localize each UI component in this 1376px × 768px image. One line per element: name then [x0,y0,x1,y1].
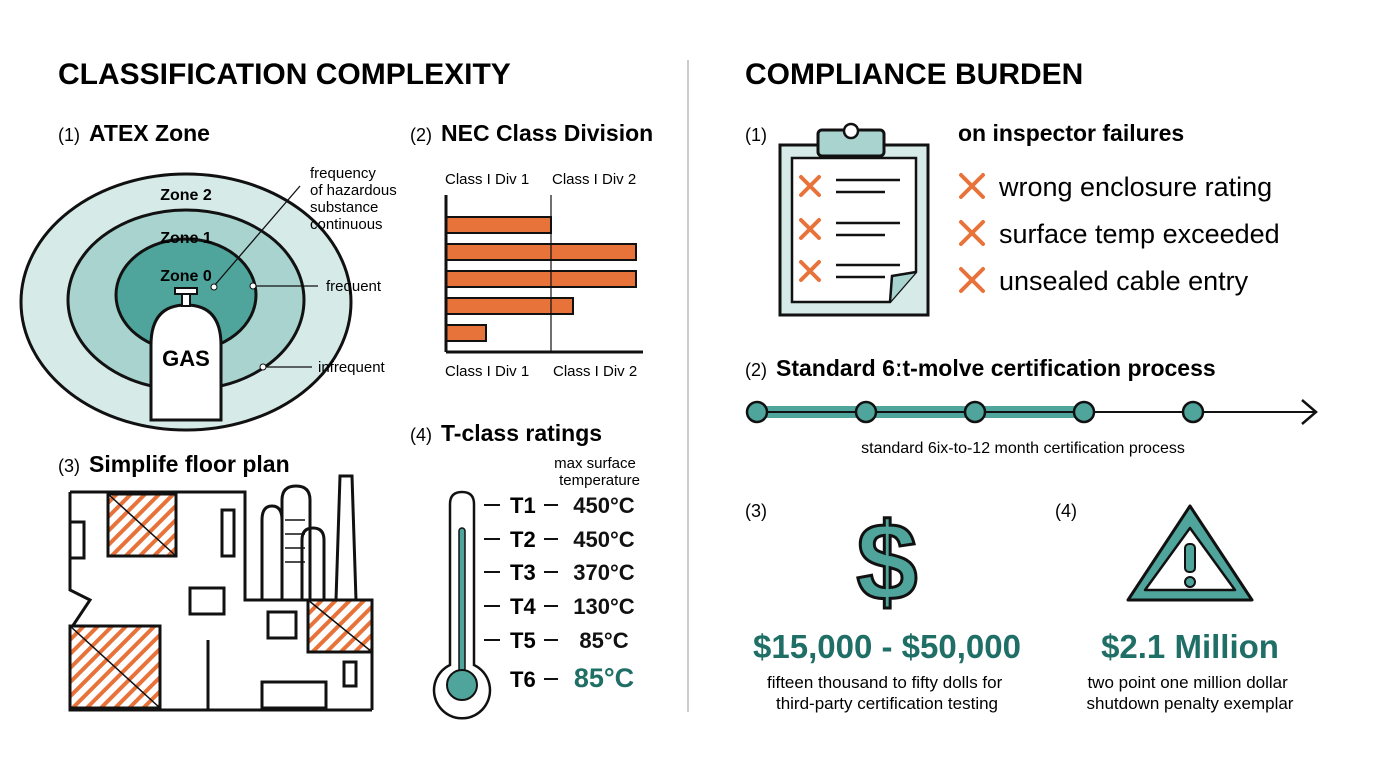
nec-top-label-div1: Class I Div 1 [445,171,529,188]
cost-num: (3) [745,501,767,521]
zone-1-label: Zone 1 [160,230,212,247]
valve-stem [181,293,191,307]
floor-plan-panel: (3) Simplife floor plan [58,451,374,712]
tclass-num: (4) [410,425,432,445]
t-class-label: T4 [510,594,536,619]
cost-value: $15,000 - $50,000 [753,628,1021,665]
floor-title: Simplife floor plan [89,451,290,477]
tclass-title: T-class ratings [441,420,602,446]
tclass-subtitle: max surface temperature [554,455,640,489]
failures-title: on inspector failures [958,120,1184,146]
penalty-value: $2.1 Million [1101,628,1279,665]
nec-bar [445,243,637,261]
t-class-temp: 450°C [573,493,635,518]
annotation-frequent: frequent [326,278,382,295]
inspector-failures-panel: (1) on inspector failures wrong enclosur… [745,120,1280,317]
left-title: CLASSIFICATION COMPLEXITY [58,58,511,91]
annotation-continuous: frequency of hazardous substance continu… [310,165,401,233]
t-class-label: T5 [510,628,536,653]
nec-top-label-div2: Class I Div 2 [552,171,636,188]
failure-item: surface temp exceeded [999,219,1280,249]
t-class-label: T2 [510,527,536,552]
x-mark-icon [959,267,985,293]
nec-bar [445,324,487,342]
gas-label: GAS [162,346,210,371]
failure-item: unsealed cable entry [999,266,1249,296]
t-class-temp: 130°C [573,594,635,619]
nec-class-division-panel: (2) NEC Class Division Class I Div 1 Cla… [410,120,653,380]
process-caption: standard 6ix-to-12 month certification p… [861,440,1185,457]
floor-plan-drawing [68,474,374,712]
timeline-step [1181,400,1205,424]
t-class-temp: 85°C [574,663,634,693]
annotation-infrequent: infrequent [318,359,386,376]
penalty-num: (4) [1055,501,1077,521]
right-title: COMPLIANCE BURDEN [745,58,1083,91]
nec-title: NEC Class Division [441,120,653,146]
cost-caption: fifteen thousand to fifty dolls for thir… [767,673,1007,713]
atex-zone-panel: (1) ATEX Zone Zone 2 Zone 1 Zone 0 GAS f… [19,120,401,432]
failures-num: (1) [745,125,767,145]
x-mark-icon [959,220,985,246]
x-mark-icon [959,173,985,199]
penalty-panel: (4) $2.1 Million two point one million d… [1055,501,1294,713]
timeline-step [1072,400,1096,424]
t-class-label: T1 [510,493,536,518]
nec-bottom-label-div2: Class I Div 2 [553,363,637,380]
nec-bottom-label-div1: Class I Div 1 [445,363,529,380]
penalty-caption: two point one million dollar shutdown pe… [1087,673,1294,713]
timeline-step [963,400,987,424]
nec-bar [445,297,574,315]
timeline-step [854,400,878,424]
process-title: Standard 6ːt-molve certification process [776,355,1216,381]
t-class-label: T3 [510,560,536,585]
floor-num: (3) [58,456,80,476]
atex-title: ATEX Zone [89,120,210,146]
zone-0-label: Zone 0 [160,268,212,285]
nec-bar [445,216,552,234]
nec-bar [445,270,637,288]
failure-item: wrong enclosure rating [998,172,1272,202]
zone-2-label: Zone 2 [160,187,212,204]
clipboard-icon [778,122,930,317]
process-num: (2) [745,360,767,380]
dollar-icon: $ [856,501,917,624]
cost-panel: (3) $ $15,000 - $50,000 fifteen thousand… [745,500,1021,714]
t-class-panel: (4) T-class ratings max surface temperat… [410,420,640,720]
nec-num: (2) [410,125,432,145]
t-class-label: T6 [510,667,536,692]
atex-num: (1) [58,125,80,145]
timeline-step [745,400,769,424]
warning-icon [1126,504,1254,602]
t-class-temp: 450°C [573,527,635,552]
t-class-temp: 85°C [579,628,628,653]
certification-process-panel: (2) Standard 6ːt-molve certification pro… [745,355,1318,457]
t-class-temp: 370°C [573,560,635,585]
